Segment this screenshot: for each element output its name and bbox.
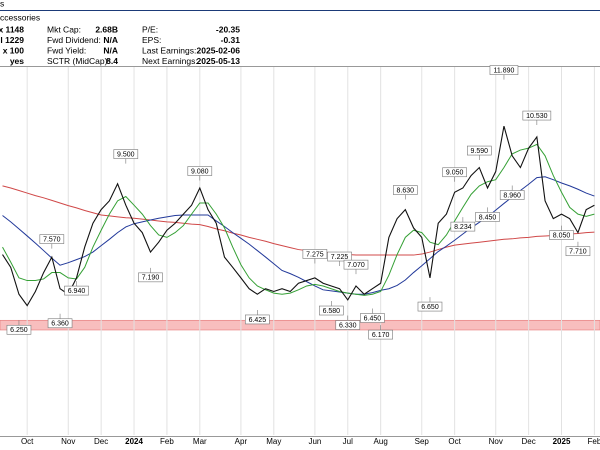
annotation-label: 8.960 — [503, 192, 521, 199]
annotation-box — [64, 285, 89, 296]
annotation-box — [343, 259, 369, 270]
series-line — [2, 143, 595, 296]
annotation-label: 9.080 — [191, 168, 209, 175]
info-text: Mkt Cap: — [47, 24, 81, 34]
annotation-box — [442, 167, 467, 178]
annotation-box — [113, 149, 139, 159]
annotation-box — [368, 329, 393, 340]
x-tick-label: Dec — [94, 437, 108, 446]
annotation-label: 6.330 — [339, 322, 357, 329]
info-text: Last Earnings: — [142, 45, 196, 55]
annotation-box — [549, 230, 574, 240]
info-text: Fwd Yield: — [47, 45, 86, 55]
info-text: P/E: — [142, 24, 158, 34]
annotation-box — [187, 166, 213, 176]
series-line — [2, 185, 595, 256]
x-tick-label: Feb — [160, 437, 174, 446]
annotation-label: 8.450 — [479, 214, 497, 221]
x-tick-label: Apr — [235, 437, 248, 446]
info-text: -0.31 — [221, 35, 241, 45]
info-text: 2025-02-06 — [197, 45, 241, 55]
info-text: N/A — [103, 45, 118, 55]
annotation-box — [335, 320, 361, 330]
annotation-box — [499, 190, 525, 200]
annotation-box — [319, 305, 344, 316]
annotation-label: 6.450 — [364, 315, 382, 322]
annotation-label: 7.275 — [306, 251, 324, 258]
annotation-box — [302, 249, 328, 259]
info-text: x 1148 — [0, 24, 24, 34]
chart-title: s — [0, 0, 4, 8]
annotation-label: 8.630 — [397, 187, 415, 194]
info-text: EPS: — [142, 35, 161, 45]
annotation-box — [245, 314, 270, 325]
info-text: Next Earnings: — [142, 56, 198, 66]
annotation-label: 7.225 — [331, 254, 349, 261]
annotation-label: 11.890 — [494, 67, 515, 74]
plot-frame — [0, 66, 600, 437]
annotation-label: 7.710 — [569, 249, 587, 256]
annotation-box — [47, 318, 73, 329]
x-tick-label: Dec — [522, 437, 536, 446]
annotation-label: 6.650 — [421, 304, 439, 311]
annotation-label: 8.050 — [553, 232, 571, 239]
support-band — [0, 319, 600, 331]
annotation-box — [417, 301, 443, 312]
x-tick-label: Oct — [448, 437, 461, 446]
annotation-box — [39, 234, 65, 244]
x-tick-label: Feb — [587, 437, 600, 446]
annotation-box — [475, 212, 500, 222]
annotation-label: 6.425 — [249, 317, 267, 324]
annotation-box — [450, 221, 476, 232]
annotation-box — [522, 110, 552, 121]
annotation-box — [360, 313, 385, 323]
annotation-label: 7.570 — [43, 236, 61, 243]
x-tick-label: Aug — [374, 437, 388, 446]
annotation-label: 9.590 — [471, 148, 489, 155]
annotation-box — [565, 246, 591, 257]
annotation-box — [6, 324, 32, 335]
info-text: x 100 — [3, 45, 25, 55]
info-text: l 1229 — [0, 35, 24, 45]
annotation-label: 8.234 — [454, 224, 472, 231]
annotation-label: 6.940 — [68, 288, 86, 295]
annotation-box — [489, 65, 519, 75]
info-text: Fwd Dividend: — [47, 35, 101, 45]
annotation-label: 9.500 — [117, 151, 135, 158]
annotation-label: 9.050 — [446, 170, 464, 177]
x-tick-label: Nov — [489, 437, 503, 446]
annotation-label: 6.360 — [51, 321, 69, 328]
annotation-label: 7.190 — [142, 275, 160, 282]
annotation-label: 10.530 — [526, 113, 548, 120]
info-text: yes — [10, 56, 24, 66]
x-tick-label: 2024 — [125, 437, 143, 446]
series-line — [2, 176, 595, 295]
x-tick-label: Jun — [308, 437, 321, 446]
annotation-label: 7.070 — [347, 262, 365, 269]
x-tick-label: Nov — [61, 437, 75, 446]
annotation-box — [327, 251, 352, 262]
annotation-box — [138, 272, 163, 283]
info-text: 8.4 — [106, 56, 118, 66]
annotation-box — [393, 185, 418, 195]
info-text: -20.35 — [216, 24, 240, 34]
series-line — [2, 125, 595, 307]
x-tick-label: Jul — [343, 437, 353, 446]
x-tick-label: May — [266, 437, 281, 446]
annotation-label: 6.170 — [372, 332, 390, 339]
annotation-label: 6.580 — [323, 308, 341, 315]
x-tick-label: Oct — [21, 437, 34, 446]
info-text: 2025-05-13 — [197, 56, 241, 66]
info-text: 2.68B — [95, 24, 118, 34]
annotation-label: 6.250 — [10, 327, 28, 334]
annotation-box — [467, 145, 492, 156]
chart-subtitle: ccessories — [0, 12, 40, 22]
info-text: N/A — [103, 35, 118, 45]
x-tick-label: 2025 — [553, 437, 571, 446]
x-tick-label: Mar — [193, 437, 207, 446]
info-text: SCTR (MidCap): — [47, 56, 110, 66]
x-tick-label: Sep — [415, 437, 430, 446]
